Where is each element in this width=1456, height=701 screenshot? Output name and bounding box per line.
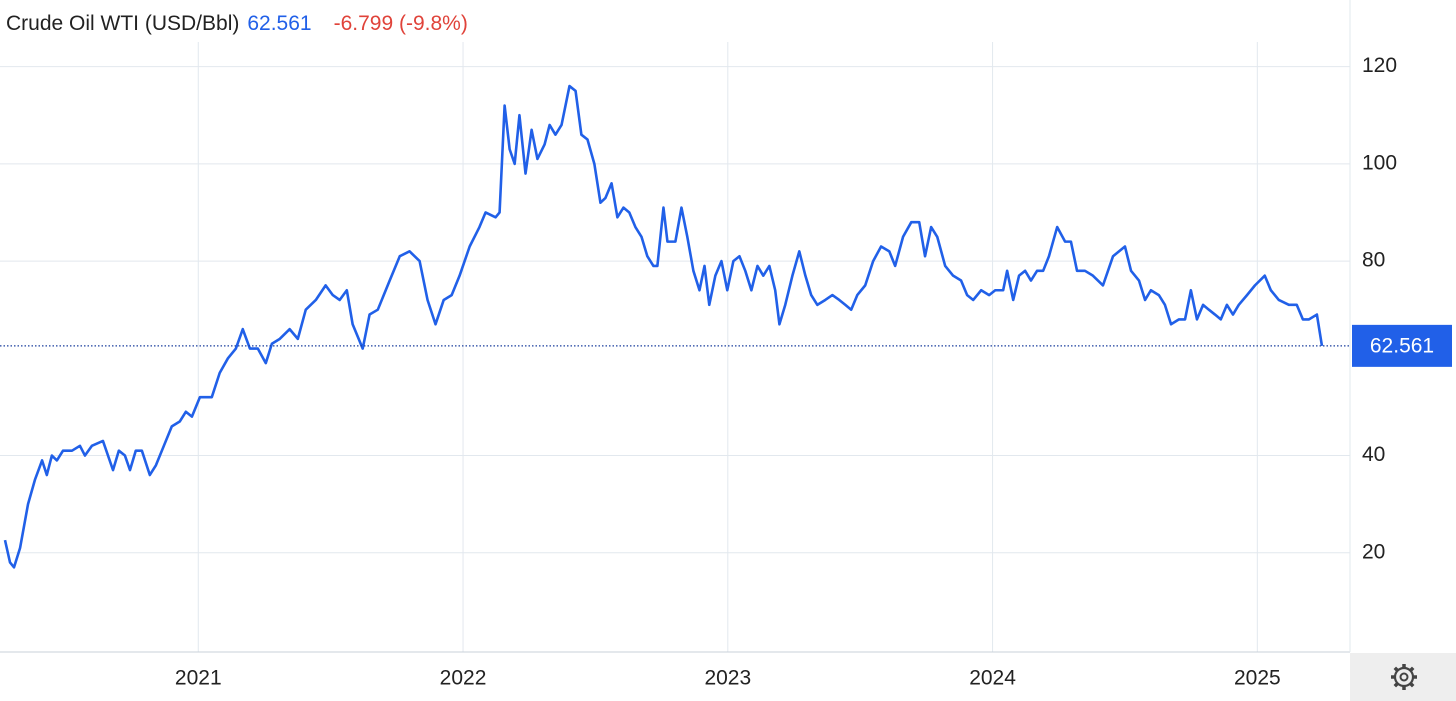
- y-tick-label: 80: [1362, 249, 1385, 272]
- x-tick-label: 2021: [175, 667, 222, 690]
- chart-title: Crude Oil WTI (USD/Bbl): [6, 12, 239, 35]
- header: Crude Oil WTI (USD/Bbl) 62.561 -6.799 (-9.…: [6, 12, 468, 35]
- x-tick-label: 2025: [1234, 667, 1281, 690]
- x-tick-label: 2024: [969, 667, 1016, 690]
- change: -6.799 (-9.8%): [334, 12, 468, 35]
- grid-layer: [0, 42, 1350, 652]
- gear-hub: [1399, 672, 1409, 682]
- x-tick-label: 2023: [704, 667, 751, 690]
- y-tick-label: 100: [1362, 151, 1397, 174]
- y-tick-label: 20: [1362, 540, 1385, 563]
- settings-area: [1350, 653, 1456, 701]
- price-line: [3, 84, 1324, 569]
- x-tick-label: 2022: [440, 667, 487, 690]
- last-value-label: 62.561: [1370, 334, 1434, 357]
- last-value: 62.561: [247, 12, 311, 35]
- series-layer: [0, 84, 1350, 569]
- y-tick-label: 120: [1362, 54, 1397, 77]
- last-value-badge: [1352, 324, 1452, 367]
- gear-teeth: [1391, 664, 1417, 690]
- settings-gear[interactable]: [1391, 664, 1417, 690]
- label-layer: 20 40 80 100 120 2021 2022 2023 2024 2025 62.561: [175, 54, 1452, 690]
- y-tick-label: 40: [1362, 443, 1385, 466]
